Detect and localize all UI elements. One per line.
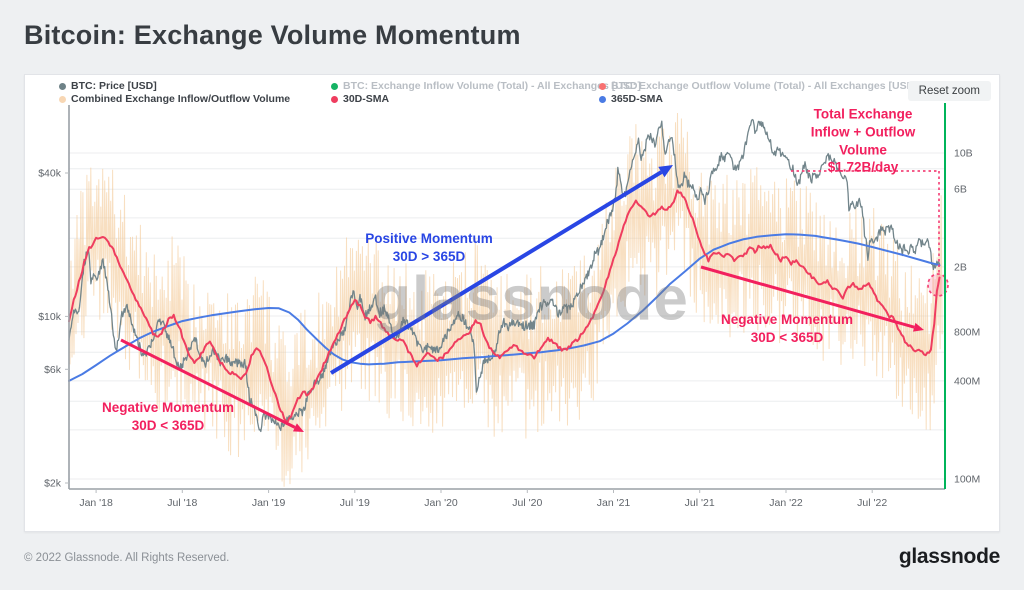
legend-dot-icon	[59, 95, 66, 103]
legend-dot-icon	[331, 95, 338, 103]
latest-value-highlight-circle	[927, 273, 949, 297]
price-line	[68, 118, 941, 433]
sma30-line	[68, 189, 941, 424]
legend-item-combined-exchange-inflow-outflow-volume[interactable]: Combined Exchange Inflow/Outflow Volume	[59, 93, 290, 105]
y-right-tick-label: 100M	[954, 474, 980, 486]
legend-item-btc-price-usd[interactable]: BTC: Price [USD]	[59, 80, 157, 92]
legend-item-label: Combined Exchange Inflow/Outflow Volume	[71, 93, 291, 105]
chart-card: BTC: Price [USD] Combined Exchange Inflow…	[24, 74, 1000, 532]
legend-item-label: 30D-SMA	[343, 93, 390, 105]
legend-dot-icon	[59, 82, 66, 90]
legend-item-label: BTC: Exchange Outflow Volume (Total) - A…	[611, 80, 918, 92]
legend-item-label: BTC: Price [USD]	[71, 80, 157, 92]
x-tick-label: Jan '20	[424, 497, 458, 509]
x-tick-label: Jul '21	[685, 497, 715, 509]
y-left-tick-label: $40k	[38, 168, 62, 180]
x-tick-label: Jul '18	[167, 497, 197, 509]
y-right-tick-label: 800M	[954, 326, 980, 338]
y-left-tick-label: $6k	[44, 364, 62, 376]
x-tick-label: Jul '19	[340, 497, 370, 509]
negative-momentum-arrow-right	[700, 265, 915, 329]
reset-zoom-button[interactable]: Reset zoom	[907, 81, 991, 101]
y-left-tick-label: $2k	[44, 478, 62, 490]
x-tick-label: Jan '21	[597, 497, 631, 509]
legend-dot-icon	[331, 82, 338, 90]
x-tick-label: Jan '19	[252, 497, 286, 509]
y-left-tick-label: $10k	[38, 311, 62, 323]
negative-momentum-arrow-left	[120, 338, 296, 429]
chart-plot-area[interactable]: Jan '18 Jul '18 Jan '19 Jul '19 Jan '20 Jul '…	[25, 75, 999, 531]
legend-dot-icon	[599, 82, 606, 90]
positive-momentum-arrow	[329, 170, 663, 375]
legend-item-btc-exchange-outflow-volume-total-all-exchanges-usd[interactable]: BTC: Exchange Outflow Volume (Total) - A…	[599, 80, 918, 92]
x-tick-label: Jul '20	[512, 497, 542, 509]
x-tick-label: Jul '22	[857, 497, 887, 509]
x-tick-label: Jan '22	[769, 497, 803, 509]
legend-item-365d-sma[interactable]: 365D-SMA	[599, 93, 663, 105]
x-tick-label: Jan '18	[79, 497, 113, 509]
legend-item-30d-sma[interactable]: 30D-SMA	[331, 93, 389, 105]
legend-item-btc-exchange-inflow-volume-total-all-exchanges-usd[interactable]: BTC: Exchange Inflow Volume (Total) - Al…	[331, 80, 641, 92]
legend-dot-icon	[599, 95, 606, 103]
y-right-tick-label: 6B	[954, 184, 967, 196]
y-right-tick-label: 400M	[954, 375, 980, 387]
sma365-line	[68, 233, 941, 382]
positive-momentum-arrow-head	[658, 165, 673, 178]
negative-momentum-arrow-left-head	[292, 423, 304, 432]
page-title: Bitcoin: Exchange Volume Momentum	[24, 20, 521, 50]
glassnode-logo: glassnode	[898, 545, 1000, 568]
y-right-tick-label: 10B	[954, 148, 973, 160]
negative-momentum-arrow-right-head	[913, 322, 924, 332]
y-right-tick-label: 2B	[954, 261, 967, 273]
volume-bars	[69, 112, 943, 487]
legend-item-label: 365D-SMA	[611, 93, 663, 105]
legend-item-label: BTC: Exchange Inflow Volume (Total) - Al…	[343, 80, 641, 92]
footer-copyright: © 2022 Glassnode. All Rights Reserved.	[24, 552, 230, 564]
